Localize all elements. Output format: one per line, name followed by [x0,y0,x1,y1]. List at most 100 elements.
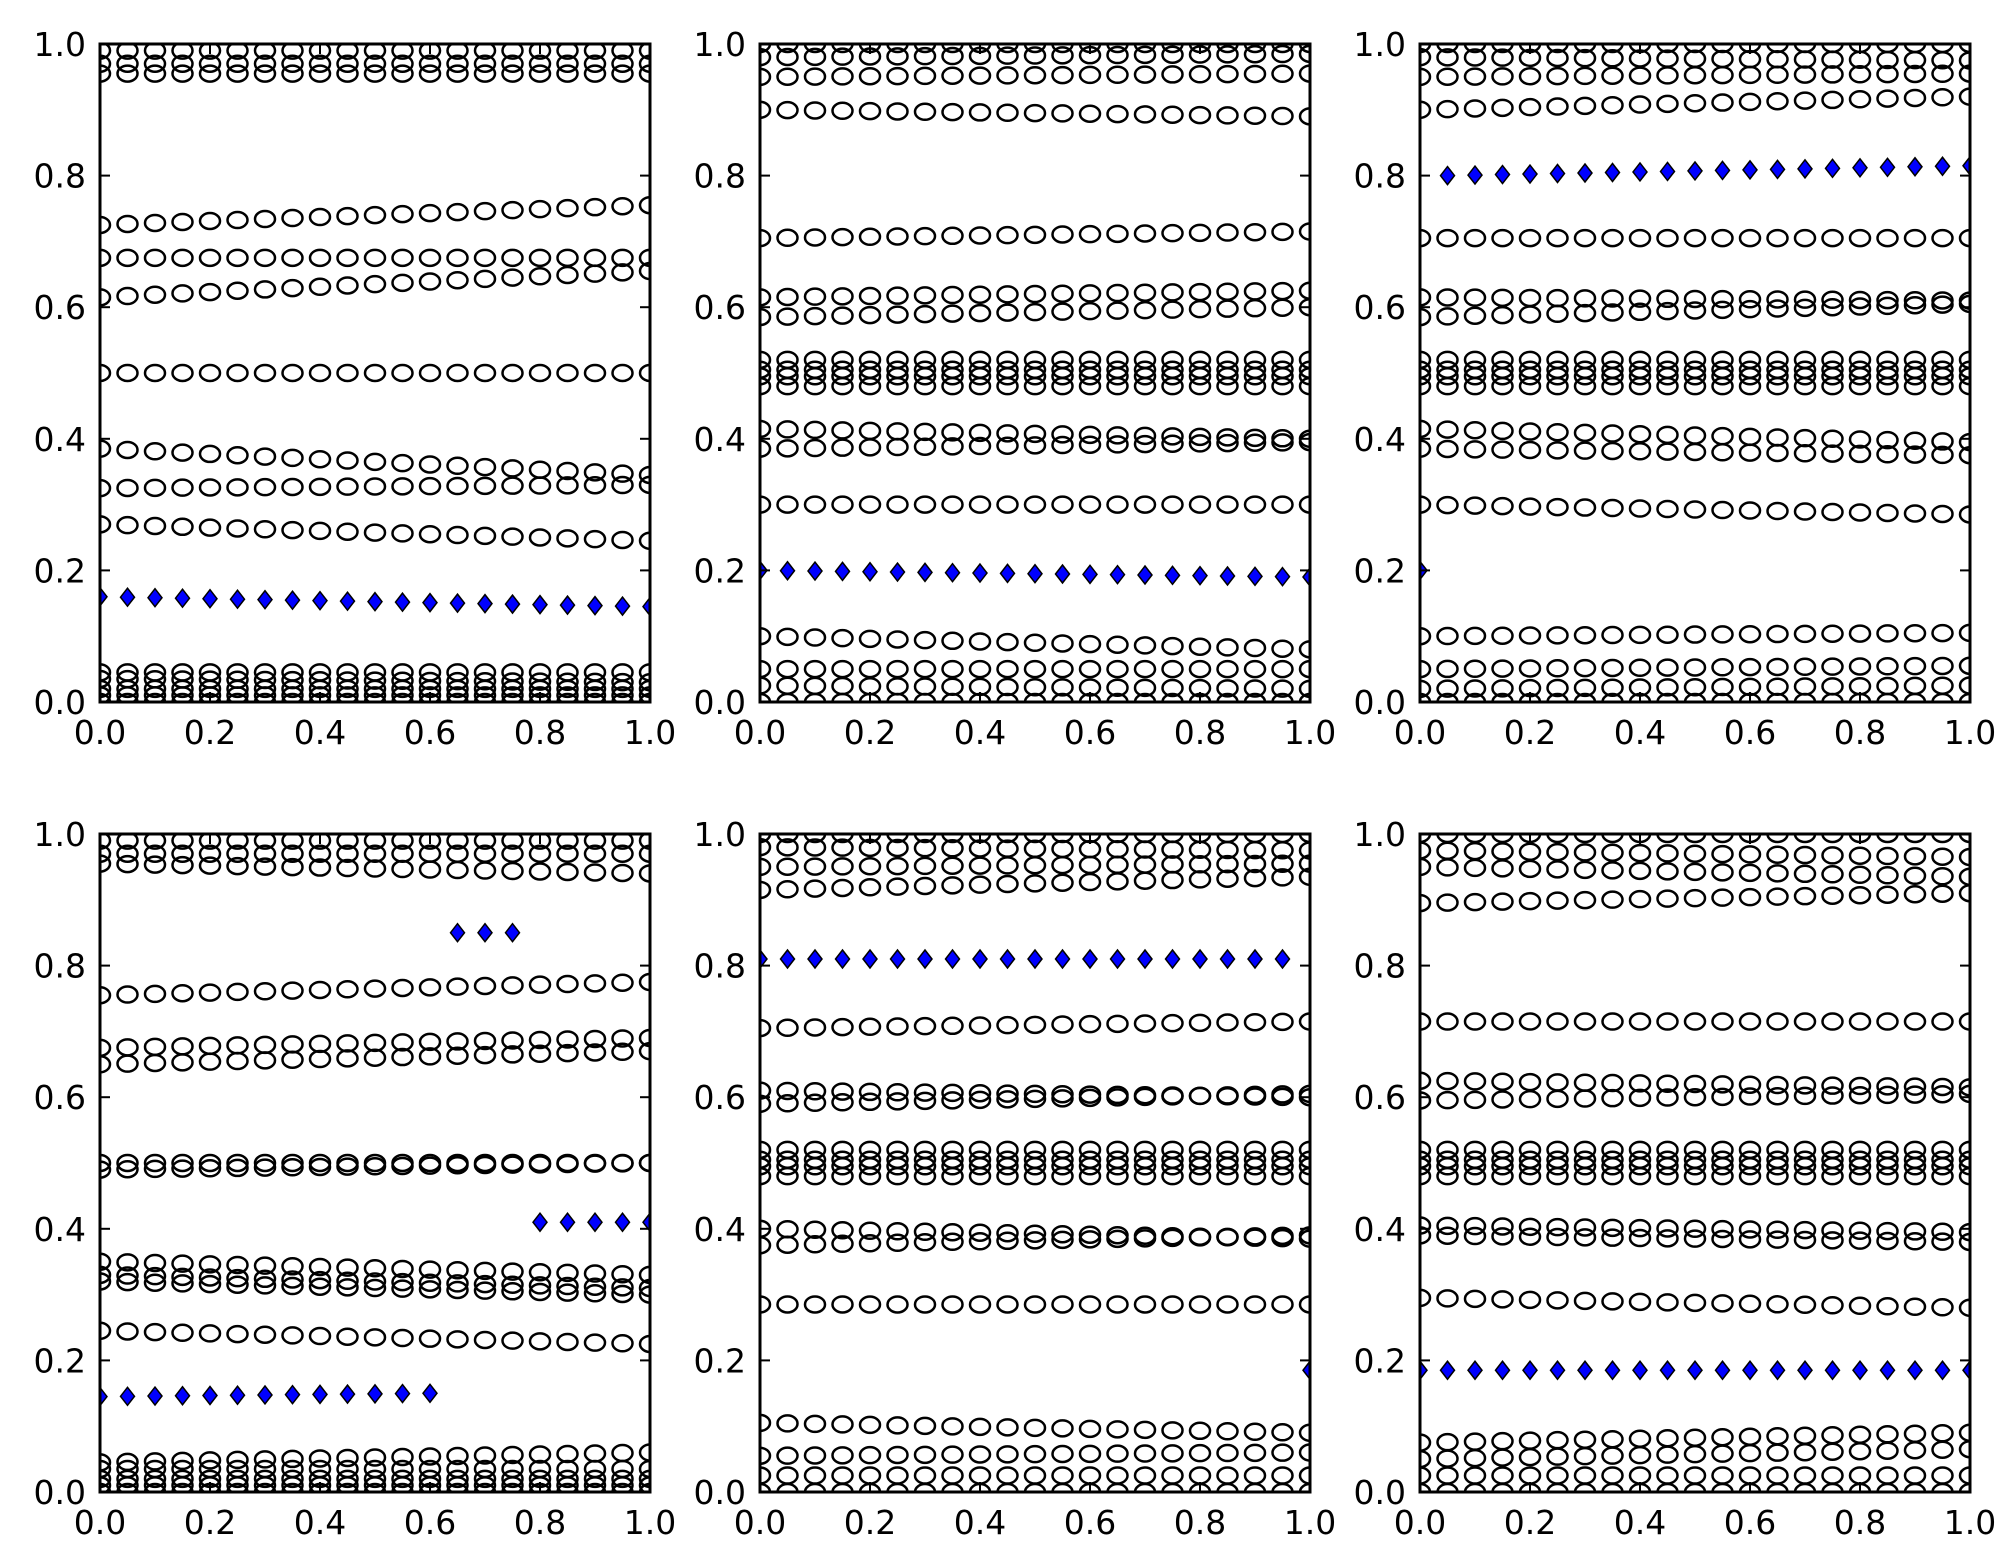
ring-point: 0.75, 0.748 [501,200,524,220]
highlight-diamond: 0.65, 0.810 [1109,948,1126,970]
ring-point: 0.60, 0.300 [1078,495,1102,514]
ring-point: 1.00, 0.990 [638,44,650,60]
highlight-diamond: 0.20, 0.802 [1522,163,1538,185]
ring-point: 0.65, 0.641 [446,270,469,290]
ring-point: 0.70, 0.025 [1133,1466,1157,1485]
ring-point: 1.00, 0.045 [638,663,650,682]
ring-point: 0.35, 0.629 [281,278,304,298]
ring-point: 0.40, 0.401 [1628,1218,1652,1238]
ring-point: 0.90, 0.970 [583,844,607,863]
ring-point: 0.85, 0.891 [1216,106,1239,125]
ring-point: 0.75, 1.000 [1821,834,1844,844]
ring-point: 0.95, 0.081 [1271,639,1294,658]
ring-point: 0.90, 0.091 [1243,1422,1267,1442]
ring-point: 0.95, 0.689 [611,1029,634,1048]
ring-point: 0.35, 0.590 [941,304,964,323]
highlight-diamond: 0.85, 0.192 [1219,565,1236,587]
ring-point: 0.15, 0.326 [171,478,194,497]
ring-point: 0.50, 0.022 [1023,677,1047,697]
ring-point: 0.25, 0.383 [1546,441,1569,460]
ring-point: 0.95, 0.520 [1271,350,1294,370]
ring-point: 0.05, 0.520 [1436,350,1459,370]
ring-point: 0.80, 0.334 [528,1262,552,1282]
highlight-diamond: 0.65, 0.194 [1109,564,1126,585]
ring-point: 0.60, 0.953 [1078,65,1102,85]
ring-point: 0.70, 0.618 [1793,1076,1817,1095]
ring-point: 0.25, 0.614 [1546,288,1569,308]
ring-point: 0.60, 0.084 [1738,1427,1762,1446]
ring-point: 0.15, 0.293 [1491,1290,1514,1309]
ring-point: 0.00, 0.010 [100,686,112,702]
ring-point: 0.90, 0.000 [583,1482,607,1492]
ring-point: 0.25, 0.056 [886,1445,909,1465]
ring-point: 0.35, 0.675 [281,248,304,268]
ring-point: 0.05, 0.896 [1436,893,1459,912]
ring-point: 0.00, 0.505 [760,1150,772,1169]
ring-point: 0.90, 0.505 [1903,360,1927,379]
ring-point: 1.00, 0.050 [1298,659,1310,679]
ring-point: 0.75, 0.623 [1161,283,1184,302]
ring-point: 0.60, 0.711 [1078,224,1102,244]
ring-point: 0.65, 0.768 [446,977,469,996]
ring-point: 0.00, 0.990 [100,834,112,850]
ring-point: 0.50, 1.000 [1683,44,1707,54]
ring-point: 0.15, 0.979 [1491,48,1514,67]
ring-point: 0.15, 0.951 [831,67,854,86]
ring-point: 0.40, 0.294 [1628,499,1652,518]
ring-point: 0.60, 0.500 [418,363,442,383]
ring-point: 0.15, 0.000 [171,692,194,702]
ring-point: 0.05, 0.399 [776,1220,799,1239]
ring-point: 0.65, 0.399 [1766,1220,1789,1240]
ring-point: 0.25, 0.101 [1546,626,1569,645]
ring-point: 0.60, 0.597 [1738,299,1762,319]
ring-point: 0.65, 0.968 [1766,845,1789,864]
ring-point: 0.75, 0.230 [501,1331,524,1350]
ring-point: 0.30, 0.000 [253,1482,277,1492]
ring-point: 0.05, 1.000 [776,44,799,54]
ring-point: 1.00, 0.105 [1958,623,1970,643]
ring-point: 0.35, 0.613 [1601,289,1624,308]
ring-point: 0.35, 1.000 [1601,834,1624,844]
ring-point: 0.90, 0.909 [1903,884,1927,904]
ring-point: 0.30, 0.899 [1573,890,1597,910]
ring-point: 0.35, 0.978 [941,839,964,858]
ring-point: 0.85, 0.908 [1876,885,1899,904]
ring-point: 0.55, 0.926 [1051,873,1074,892]
ring-point: 0.70, 0.392 [1133,434,1157,454]
x-tick-label: 1.0 [624,713,676,752]
highlight-diamond: 0.10, 0.159 [147,587,163,608]
ring-point: 1.00, 0.935 [1298,867,1310,887]
ring-point: 0.55, 0.363 [391,453,414,473]
ring-point: 0.45, 0.035 [336,1459,359,1479]
y-tick-label: 0.4 [34,1210,86,1249]
ring-point: 0.35, 0.020 [281,1469,304,1489]
ring-point: 0.15, 0.706 [831,227,854,247]
ring-point: 0.25, 0.675 [226,248,249,268]
ring-point: 0.95, 0.936 [1931,867,1954,886]
ring-point: 0.05, 0.099 [776,627,799,647]
x-tick-label: 0.4 [294,713,346,752]
ring-point: 0.05, 0.625 [1436,1071,1459,1091]
ring-point: 0.15, 0.047 [171,1451,194,1471]
ring-point: 0.35, 0.657 [281,1050,304,1069]
ring-point: 0.50, 0.593 [1023,302,1047,322]
axes-frame [98,42,652,704]
ring-point: 0.00, 0.955 [100,64,112,83]
ring-point: 0.45, 0.505 [996,1150,1019,1169]
highlight-diamond: 0.55, 0.195 [1054,563,1071,585]
ring-point: 0.80, 0.601 [1848,297,1872,316]
ring-point: 0.35, 0.945 [1601,861,1624,880]
ring-point: 0.25, 0.500 [226,363,249,383]
ring-point: 0.15, 0.327 [171,1267,194,1287]
ring-point: 0.90, 1.000 [1903,834,1927,844]
ring-point: 1.00, 0.970 [638,54,650,73]
ring-point: 0.40, 0.613 [1628,289,1652,308]
ring-point: 0.75, 0.611 [1821,290,1844,310]
ring-point: 0.70, 0.000 [473,1482,497,1492]
ring-point: 0.15, 0.000 [171,1482,194,1492]
ring-point: 0.45, 0.943 [1656,862,1679,881]
y-tick-label: 0.8 [694,157,746,196]
ring-point: 0.45, 0.500 [336,363,359,383]
ring-point: 0.50, 0.955 [363,64,387,83]
ring-point: 0.80, 0.713 [1188,223,1212,243]
